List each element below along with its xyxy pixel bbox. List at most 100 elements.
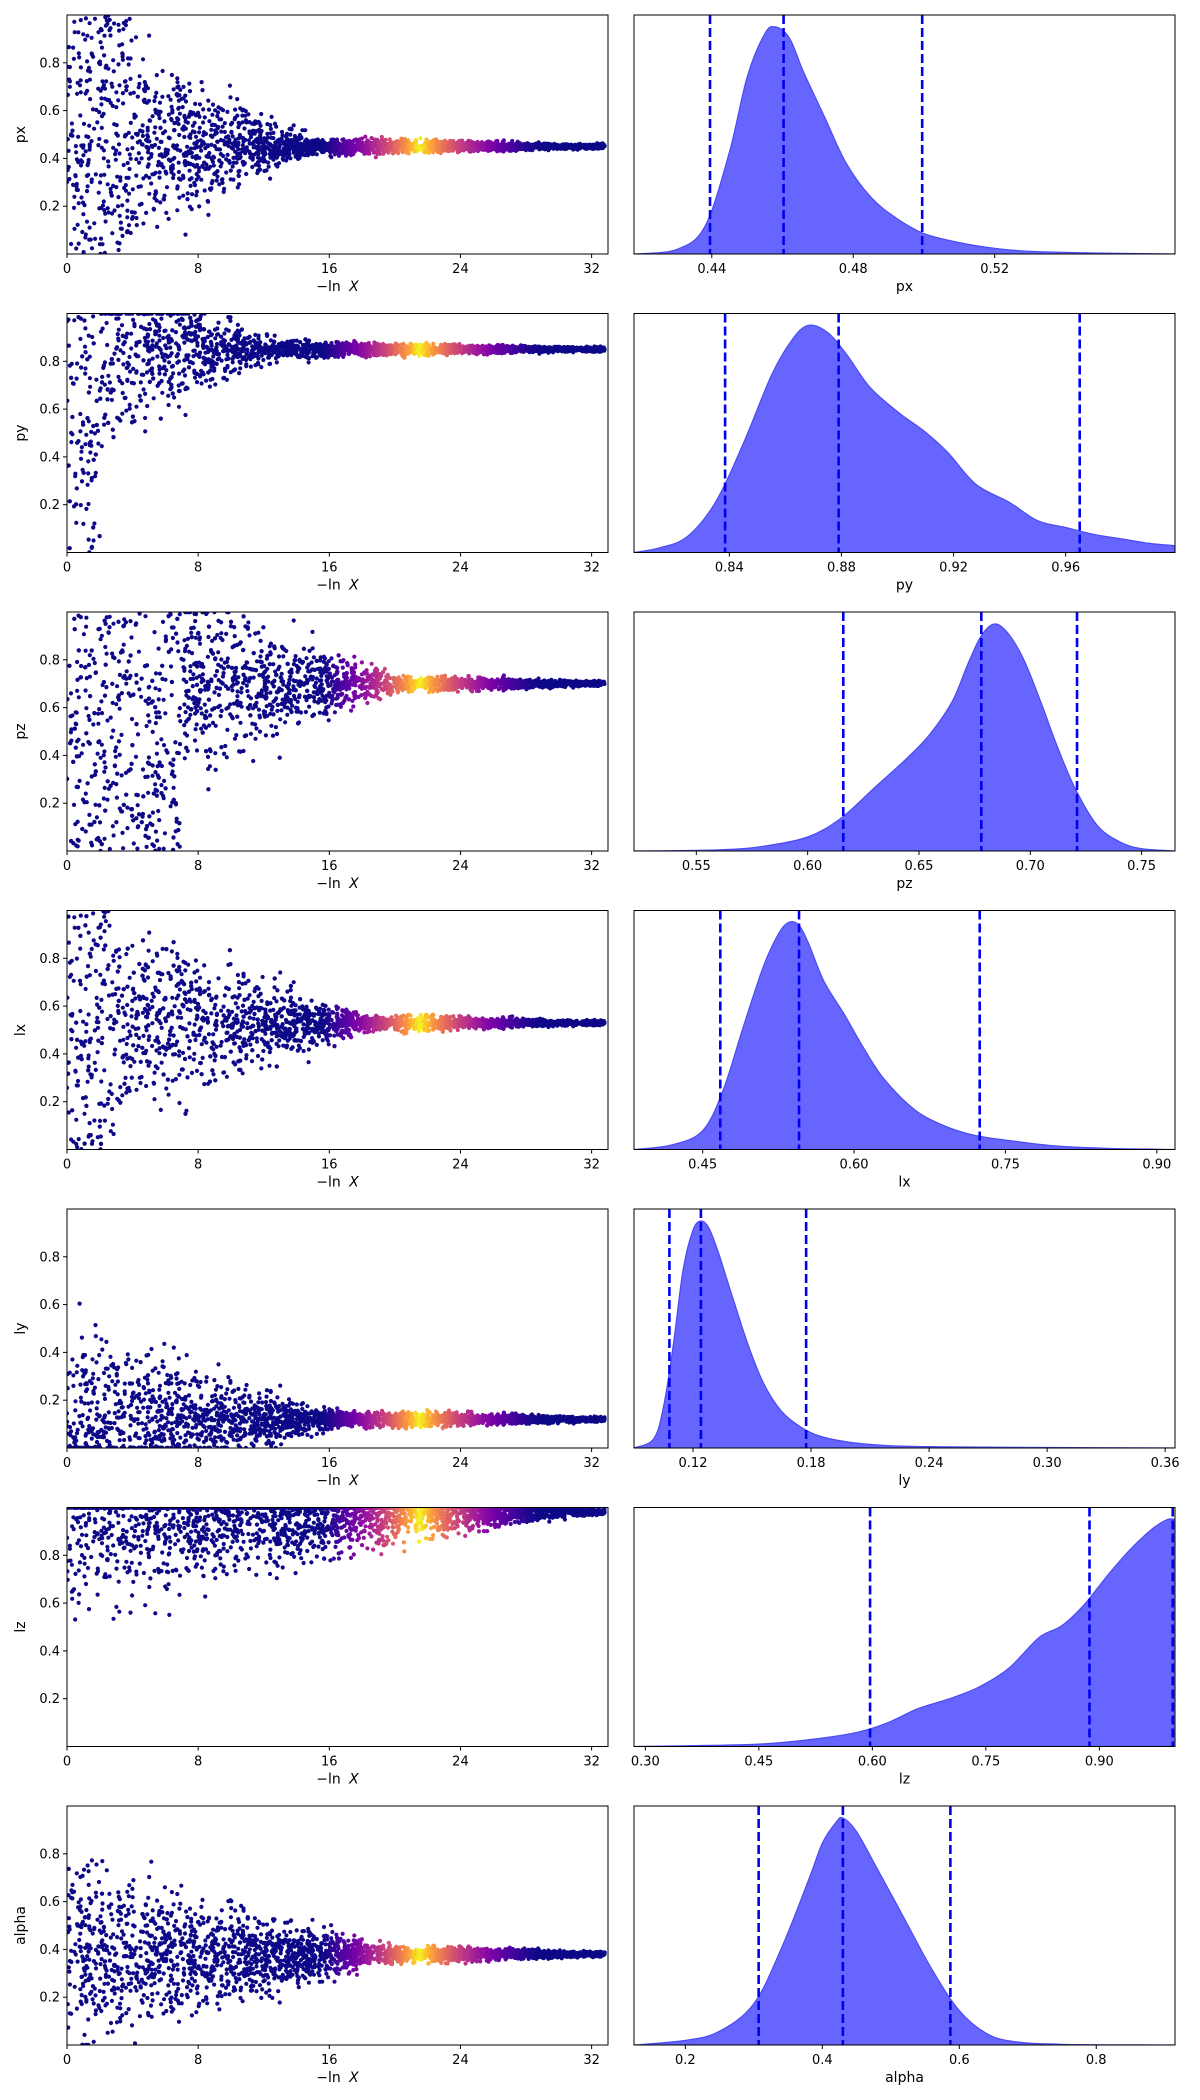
trace-point	[281, 139, 286, 145]
trace-point	[201, 372, 206, 377]
trace-point	[235, 154, 240, 159]
trace-point	[230, 360, 235, 365]
trace-point	[172, 155, 177, 161]
trace-point	[298, 346, 303, 351]
trace-point	[291, 145, 296, 150]
trace-point	[293, 149, 298, 154]
trace-point	[399, 342, 404, 347]
trace-point	[342, 143, 348, 148]
trace-point	[146, 162, 151, 167]
trace-point	[107, 380, 112, 385]
trace-point	[79, 195, 84, 200]
trace-point	[183, 99, 189, 104]
trace-point	[386, 145, 391, 150]
trace-point	[84, 432, 89, 437]
trace-point	[339, 148, 345, 154]
trace-point	[320, 138, 325, 143]
trace-point	[176, 383, 181, 388]
trace-point	[147, 191, 152, 196]
trace-point	[210, 178, 215, 184]
trace-point	[306, 148, 311, 153]
trace-point	[209, 127, 214, 132]
trace-point	[116, 195, 121, 200]
trace-point	[229, 145, 234, 151]
trace-point	[314, 152, 319, 157]
trace-point	[424, 340, 429, 345]
trace-point	[72, 194, 77, 199]
trace-point	[90, 334, 95, 340]
trace-point	[169, 117, 174, 123]
trace-point	[89, 545, 94, 550]
trace-point	[144, 210, 149, 215]
trace-point	[238, 154, 243, 160]
trace-point	[228, 168, 233, 173]
trace-point	[129, 38, 134, 43]
trace-point	[189, 112, 194, 117]
trace-point	[105, 182, 110, 187]
trace-point	[121, 362, 126, 367]
trace-point	[137, 393, 142, 398]
trace-point	[164, 210, 169, 215]
trace-point	[219, 161, 224, 166]
trace-point	[78, 90, 83, 95]
trace-point	[225, 352, 230, 357]
trace-point	[132, 324, 137, 329]
trace-point	[71, 182, 76, 187]
trace-point	[100, 79, 105, 84]
trace-plot-py: 0.20.40.60.80 8 16 24 32−ln Xpy	[13, 313, 609, 594]
trace-point	[112, 21, 117, 26]
trace-point	[186, 325, 192, 330]
trace-point	[97, 136, 102, 142]
trace-point	[98, 180, 103, 185]
trace-point	[176, 169, 181, 175]
trace-point	[215, 332, 221, 337]
trace-point	[549, 144, 554, 149]
trace-point	[448, 140, 453, 145]
trace-point	[79, 445, 84, 450]
trace-point	[241, 139, 246, 144]
trace-point	[213, 170, 218, 175]
trace-point	[124, 408, 129, 413]
trace-point	[67, 463, 71, 468]
trace-point	[248, 353, 253, 358]
trace-point	[170, 166, 175, 171]
trace-point	[86, 65, 92, 70]
trace-point	[67, 137, 70, 142]
trace-point	[234, 144, 239, 149]
trace-point	[538, 145, 543, 150]
trace-point	[96, 441, 101, 446]
trace-point	[106, 15, 111, 18]
trace-point	[170, 110, 175, 115]
trace-point	[329, 341, 334, 346]
trace-point	[199, 177, 204, 182]
trace-point	[226, 134, 231, 139]
trace-point	[177, 388, 182, 394]
trace-point	[104, 320, 109, 326]
trace-x-label: −ln X	[316, 279, 359, 295]
trace-point	[207, 119, 212, 124]
trace-point	[87, 144, 92, 149]
trace-point	[462, 144, 467, 149]
trace-point	[188, 315, 193, 320]
trace-point	[86, 537, 91, 542]
trace-point	[108, 33, 113, 38]
trace-point	[218, 137, 224, 143]
trace-point	[192, 183, 198, 188]
trace-point	[120, 57, 125, 62]
trace-point	[341, 137, 346, 142]
trace-point	[495, 143, 500, 148]
trace-point	[178, 87, 183, 92]
trace-point	[285, 155, 290, 160]
trace-point	[259, 350, 264, 355]
trace-point	[204, 162, 209, 167]
trace-point	[140, 133, 145, 138]
trace-point	[69, 375, 74, 380]
trace-point	[69, 241, 74, 247]
trace-point	[181, 193, 186, 198]
trace-point	[88, 450, 93, 455]
trace-point	[206, 349, 211, 354]
trace-point	[202, 115, 207, 120]
trace-point	[185, 197, 190, 202]
trace-point	[72, 318, 77, 323]
